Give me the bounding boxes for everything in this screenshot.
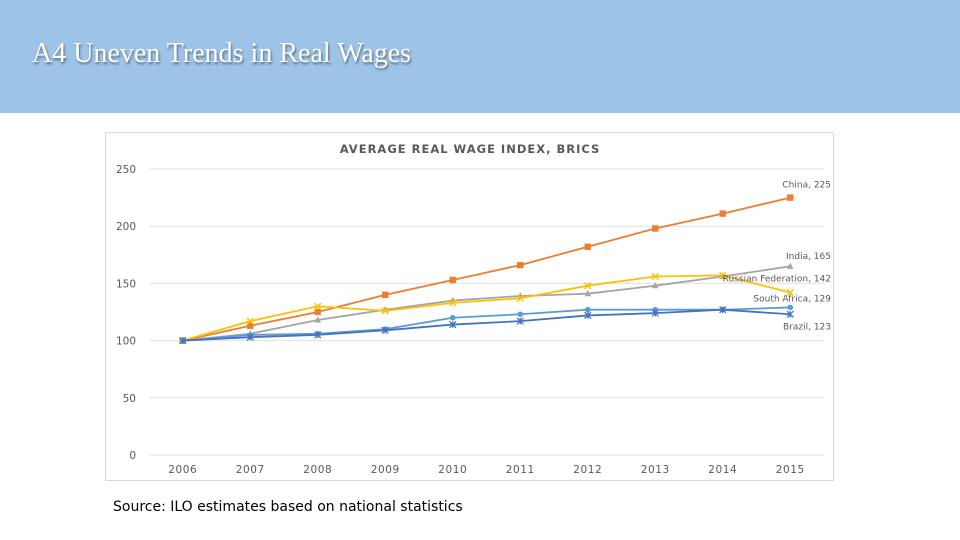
- data-point-brazil: [719, 306, 727, 314]
- data-point-russian-federation: [246, 317, 254, 325]
- x-tick-label: 2006: [168, 464, 197, 476]
- data-point-china: [382, 291, 389, 299]
- end-label-india: India, 165: [786, 252, 831, 262]
- data-point-china: [787, 194, 794, 201]
- data-point-brazil: [314, 331, 322, 339]
- chart-area: AVERAGE REAL WAGE INDEX, BRICS 0 50 100 150…: [105, 132, 834, 481]
- data-point-russian-federation: [516, 294, 524, 302]
- data-point-russian-federation: [449, 299, 457, 307]
- y-tick-label: 100: [116, 336, 136, 348]
- data-point-china: [719, 210, 726, 217]
- data-point-russian-federation: [314, 302, 322, 310]
- data-point-russian-federation: [719, 271, 727, 280]
- series-line-south-africa: [182, 306, 791, 342]
- y-tick-label: 0: [129, 450, 136, 462]
- end-label-brazil: Brazil, 123: [783, 322, 831, 332]
- x-tick-label: 2013: [641, 464, 670, 476]
- series-line-brazil: [182, 308, 791, 342]
- x-tick-label: 2011: [506, 464, 535, 476]
- data-point-brazil: [179, 336, 187, 345]
- title-banner: A4 Uneven Trends in Real Wages: [0, 0, 960, 113]
- data-point-brazil: [786, 310, 794, 318]
- data-point-south-africa: [787, 304, 794, 311]
- x-tick-label: 2010: [438, 464, 467, 476]
- data-point-china: [247, 322, 254, 329]
- series-line-russian-federation: [182, 274, 791, 342]
- x-tick-label: 2012: [573, 464, 602, 476]
- data-point-south-africa: [517, 311, 524, 318]
- data-point-russian-federation: [381, 307, 389, 315]
- data-point-russian-federation: [584, 281, 592, 290]
- data-point-china: [314, 308, 321, 316]
- data-point-brazil: [449, 320, 457, 329]
- data-point-india: [787, 262, 794, 269]
- y-tick-label: 50: [123, 393, 136, 405]
- x-tick-label: 2009: [371, 464, 400, 476]
- x-tick-label: 2007: [236, 464, 265, 476]
- data-point-south-africa: [449, 314, 456, 321]
- x-tick-label: 2014: [708, 464, 737, 476]
- y-tick-label: 150: [116, 278, 136, 290]
- x-tick-label: 2015: [776, 464, 805, 476]
- data-point-south-africa: [584, 306, 591, 313]
- data-point-india: [314, 316, 321, 323]
- series-line-india: [182, 265, 791, 342]
- data-point-brazil: [246, 333, 254, 341]
- data-point-china: [584, 243, 591, 250]
- source-note: Source: ILO estimates based on national …: [113, 499, 463, 515]
- data-point-brazil: [651, 309, 659, 317]
- end-label-russian-federation: Russian Federation, 142: [723, 275, 831, 285]
- data-point-russian-federation: [651, 272, 659, 281]
- data-point-brazil: [516, 317, 524, 325]
- data-point-india: [584, 289, 591, 297]
- data-point-china: [652, 225, 659, 232]
- data-point-china: [517, 261, 524, 269]
- x-tick-label: 2008: [303, 464, 332, 476]
- y-tick-label: 250: [116, 164, 136, 176]
- slide-title: A4 Uneven Trends in Real Wages: [32, 38, 412, 69]
- chart-title: AVERAGE REAL WAGE INDEX, BRICS: [340, 142, 601, 156]
- data-point-china: [449, 276, 456, 284]
- data-point-brazil: [381, 326, 389, 334]
- data-point-india: [652, 281, 659, 289]
- series-line-china: [182, 196, 791, 342]
- data-point-brazil: [584, 311, 592, 320]
- line-chart: AVERAGE REAL WAGE INDEX, BRICS 0 50 100 150…: [116, 142, 831, 476]
- y-tick-label: 200: [116, 221, 136, 233]
- data-point-russian-federation: [786, 288, 794, 297]
- end-label-china: China, 225: [782, 181, 831, 191]
- end-label-south-africa: South Africa, 129: [753, 294, 831, 304]
